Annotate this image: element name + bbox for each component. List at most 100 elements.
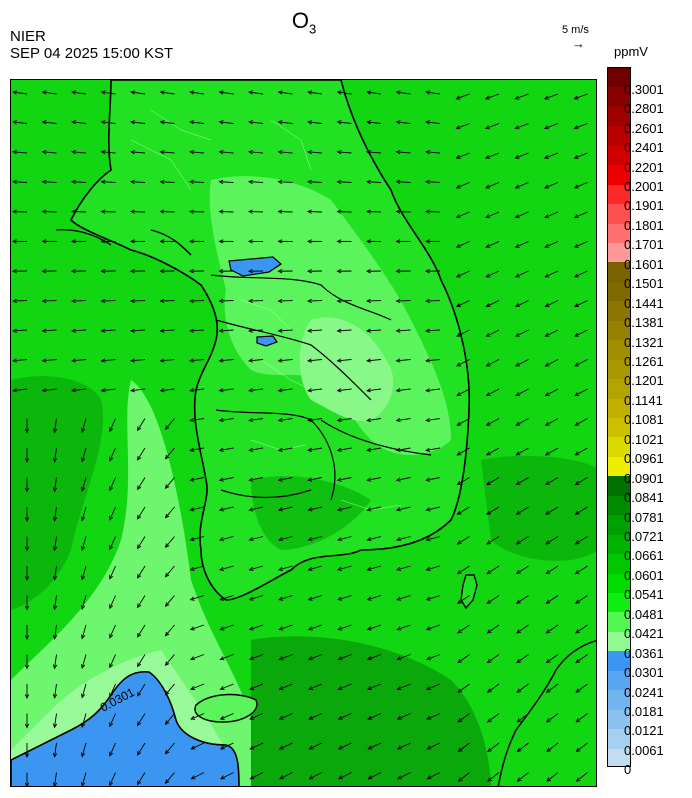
wind-arrowhead-icon	[516, 688, 522, 693]
wind-arrow-icon	[515, 123, 529, 129]
wind-arrowhead-icon	[71, 328, 76, 333]
wind-arrow-icon	[248, 300, 264, 302]
wind-arrowhead-icon	[573, 273, 579, 278]
wind-arrowhead-icon	[188, 269, 194, 274]
wind-arrowhead-icon	[71, 90, 77, 95]
wind-arrowhead-icon	[189, 120, 195, 125]
wind-arrow-icon	[279, 683, 293, 690]
wind-arrow-icon	[308, 624, 323, 630]
wind-arrowhead-icon	[247, 269, 253, 274]
wind-arrowhead-icon	[366, 328, 371, 333]
wind-arrowhead-icon	[277, 328, 283, 333]
wind-arrow-icon	[457, 683, 470, 693]
wind-arrow-icon	[545, 300, 559, 307]
wind-arrow-icon	[160, 121, 175, 124]
wind-arrow-icon	[516, 683, 529, 693]
wind-arrow-icon	[101, 151, 116, 154]
wind-arrow-icon	[456, 241, 470, 248]
wind-arrow-icon	[165, 713, 175, 725]
colorbar-segment	[608, 262, 630, 283]
wind-arrowhead-icon	[545, 718, 551, 723]
wind-arrow-icon	[190, 536, 205, 541]
wind-arrow-icon	[337, 91, 352, 95]
wind-arrowhead-icon	[543, 125, 549, 130]
wind-arrowhead-icon	[306, 298, 312, 304]
wind-arrowhead-icon	[218, 179, 224, 184]
wind-arrowhead-icon	[248, 537, 254, 542]
wind-arrowhead-icon	[544, 214, 550, 219]
wind-arrow-icon	[338, 772, 352, 780]
wind-arrowhead-icon	[109, 751, 114, 757]
wind-arrow-icon	[457, 595, 470, 604]
wind-arrow-icon	[515, 152, 529, 159]
wind-arrowhead-icon	[365, 239, 371, 244]
wind-arrowhead-icon	[486, 629, 492, 634]
wind-arrowhead-icon	[248, 477, 254, 482]
colorbar-tick-label: 0.0361	[624, 645, 664, 661]
wind-arrowhead-icon	[367, 745, 373, 750]
wind-arrow-icon	[486, 447, 500, 456]
wind-arrowhead-icon	[41, 269, 47, 274]
wind-arrowhead-icon	[514, 184, 520, 189]
wind-arrowhead-icon	[424, 269, 430, 274]
wind-arrowhead-icon	[100, 179, 106, 184]
wind-arrowhead-icon	[248, 149, 253, 155]
wind-arrow-icon	[367, 121, 382, 124]
wind-arrowhead-icon	[336, 388, 342, 393]
wind-arrowhead-icon	[395, 179, 401, 184]
colorbar-segment	[608, 748, 630, 766]
wind-arrow-icon	[487, 595, 500, 604]
wind-arrow-icon	[396, 300, 411, 302]
wind-arrowhead-icon	[544, 273, 550, 278]
wind-arrow-icon	[165, 742, 175, 755]
japan-coast	[497, 639, 596, 786]
wind-arrow-icon	[189, 300, 205, 302]
wind-arrow-icon	[109, 713, 116, 727]
wind-arrowhead-icon	[164, 513, 170, 519]
wind-arrowhead-icon	[24, 723, 30, 729]
wind-arrow-icon	[426, 121, 441, 124]
wind-arrow-icon	[279, 624, 293, 630]
wind-arrow-icon	[249, 654, 264, 660]
wind-arrow-icon	[220, 713, 234, 720]
wind-arrowhead-icon	[159, 328, 165, 333]
wind-arrow-icon	[367, 713, 382, 720]
wind-arrowhead-icon	[24, 753, 30, 759]
wind-arrowhead-icon	[218, 477, 224, 482]
wind-arrowhead-icon	[573, 243, 579, 248]
wind-arrow-icon	[396, 121, 411, 124]
wind-arrowhead-icon	[41, 328, 47, 333]
wind-arrowhead-icon	[485, 214, 491, 219]
wind-arrow-icon	[54, 742, 57, 757]
wind-arrowhead-icon	[455, 95, 461, 100]
wind-arrowhead-icon	[456, 451, 462, 456]
wind-arrow-icon	[219, 181, 234, 183]
wind-arrow-icon	[308, 477, 323, 481]
wind-arrowhead-icon	[425, 417, 431, 423]
wind-arrowhead-icon	[220, 775, 225, 780]
wind-arrow-icon	[485, 152, 500, 159]
wind-arrowhead-icon	[425, 149, 430, 155]
wind-arrowhead-icon	[337, 685, 343, 690]
wind-arrow-icon	[219, 329, 234, 332]
wind-arrow-icon	[249, 506, 264, 511]
wind-arrowhead-icon	[248, 447, 254, 452]
wind-arrowhead-icon	[159, 209, 165, 214]
wind-arrow-icon	[485, 211, 500, 218]
wind-arrowhead-icon	[455, 303, 461, 308]
wind-arrow-icon	[544, 152, 559, 159]
wind-arrowhead-icon	[218, 537, 224, 542]
wind-arrowhead-icon	[545, 481, 550, 486]
wind-arrow-icon	[190, 447, 205, 451]
wind-arrowhead-icon	[514, 273, 520, 278]
wind-arrow-icon	[457, 418, 470, 426]
wind-arrowhead-icon	[544, 184, 550, 189]
wind-arrowhead-icon	[395, 149, 401, 155]
wind-arrow-icon	[54, 595, 57, 610]
wind-arrow-icon	[337, 151, 352, 154]
wind-arrow-icon	[137, 654, 146, 667]
wind-arrow-icon	[575, 447, 588, 456]
wind-arrow-icon	[396, 388, 411, 392]
wind-arrowhead-icon	[516, 718, 522, 723]
wind-arrow-icon	[456, 329, 470, 337]
